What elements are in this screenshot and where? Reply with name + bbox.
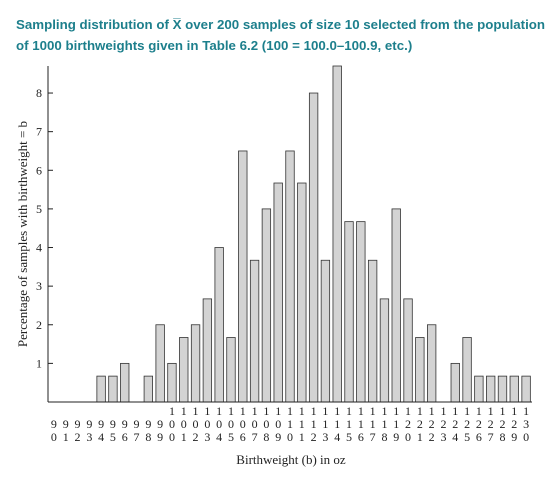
bar-117	[367, 259, 378, 403]
bar-127	[486, 375, 496, 403]
bar-96	[120, 362, 130, 403]
bars-group	[96, 65, 531, 403]
bar-113	[320, 259, 331, 403]
y-tick-label-1: 1	[36, 356, 42, 370]
bar-101	[179, 337, 189, 403]
bar-102	[190, 324, 201, 403]
bar-130	[521, 375, 531, 403]
y-axis-label: Percentage of samples with birthweight =…	[15, 121, 30, 347]
bar-128	[497, 375, 508, 403]
bar-114	[332, 65, 342, 403]
y-tick-label-2: 2	[36, 318, 42, 332]
bar-122	[427, 324, 437, 403]
bar-107	[249, 259, 260, 403]
bar-129	[509, 375, 519, 403]
bar-95	[108, 375, 118, 403]
bar-125	[462, 337, 472, 403]
bar-126	[474, 375, 484, 403]
chart-title-line-1: Sampling distribution of X̅ over 200 sam…	[16, 17, 546, 32]
y-tick-label-8: 8	[36, 86, 42, 100]
bar-99	[155, 324, 165, 403]
bar-104	[214, 247, 224, 403]
bar-98	[143, 375, 153, 403]
x-axis-label: Birthweight (b) in oz	[236, 452, 346, 467]
y-tick-label-3: 3	[36, 279, 42, 293]
bar-94	[96, 375, 106, 403]
bar-116	[356, 221, 366, 403]
bar-105	[226, 337, 236, 403]
bar-124	[450, 362, 460, 403]
y-tick-label-5: 5	[36, 202, 42, 216]
bar-110	[285, 150, 295, 403]
bar-119	[391, 208, 401, 403]
bar-103	[202, 298, 213, 403]
bar-106	[238, 150, 248, 403]
bar-100	[167, 362, 177, 403]
bar-115	[344, 221, 354, 403]
chart-title: Sampling distribution of X̅ over 200 sam…	[16, 14, 551, 56]
y-tick-label-6: 6	[36, 163, 42, 177]
y-tick-label-7: 7	[36, 125, 42, 139]
y-tick-label-4: 4	[36, 241, 42, 255]
bar-111	[297, 182, 307, 403]
chart-title-line-2: of 1000 birthweights given in Table 6.2 …	[16, 38, 413, 53]
bar-118	[379, 298, 390, 403]
bar-108	[261, 208, 272, 403]
bar-121	[415, 337, 425, 403]
bar-109	[273, 182, 283, 403]
bar-112	[308, 92, 319, 403]
bar-120	[403, 298, 413, 403]
